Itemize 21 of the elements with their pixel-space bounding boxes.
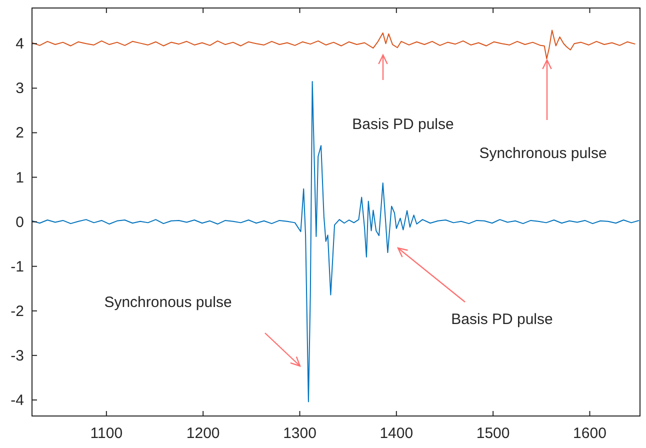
x-tick-label: 1300 xyxy=(283,425,316,442)
x-tick-label: 1600 xyxy=(573,425,606,442)
y-tick-label: -3 xyxy=(10,347,24,364)
y-tick-label: -4 xyxy=(10,392,24,409)
line-series xyxy=(32,30,636,60)
annotation: Basis PD pulse xyxy=(451,311,553,328)
line-series xyxy=(32,80,640,402)
y-tick-label: -1 xyxy=(10,258,24,276)
y-tick-label: 3 xyxy=(16,80,24,98)
y-tick-label: -2 xyxy=(10,302,24,320)
annotation: Synchronous pulse xyxy=(104,294,232,311)
y-tick-label: 4 xyxy=(16,36,24,53)
x-tick-label: 1200 xyxy=(186,425,220,442)
y-tick-label: 0 xyxy=(16,214,24,231)
x-tick-label: 1400 xyxy=(380,425,414,442)
y-tick-label: 1 xyxy=(16,169,24,186)
annotation: Basis PD pulse xyxy=(352,116,454,133)
y-tick-label: 2 xyxy=(16,124,24,142)
x-tick-label: 1500 xyxy=(476,425,510,442)
annotation: Synchronous pulse xyxy=(479,145,607,162)
x-tick-label: 1100 xyxy=(90,425,123,442)
